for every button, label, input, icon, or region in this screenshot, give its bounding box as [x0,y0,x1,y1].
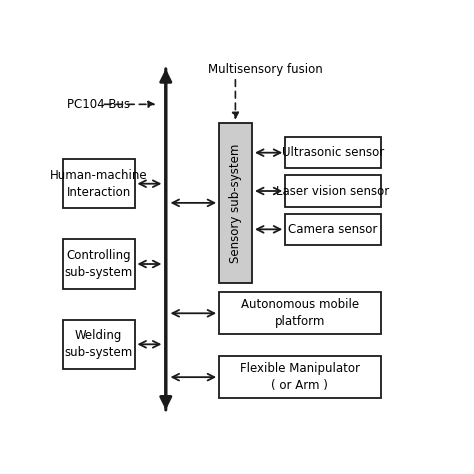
Bar [285,175,381,207]
Text: PC104 Bus: PC104 Bus [66,98,130,111]
Text: Sensory sub-system: Sensory sub-system [229,143,242,263]
Bar [63,239,135,289]
Text: Autonomous mobile
platform: Autonomous mobile platform [241,298,359,328]
Text: Camera sensor: Camera sensor [288,223,378,236]
Bar [285,214,381,245]
Bar [63,319,135,369]
Text: Laser vision sensor: Laser vision sensor [276,184,390,198]
Text: Controlling
sub-system: Controlling sub-system [64,249,133,279]
Text: Flexible Manipulator
( or Arm ): Flexible Manipulator ( or Arm ) [240,362,360,392]
Bar [219,292,381,334]
Text: Human-machine
Interaction: Human-machine Interaction [50,169,147,199]
Text: Welding
sub-system: Welding sub-system [64,329,133,359]
Bar [63,159,135,209]
Text: Ultrasonic sensor: Ultrasonic sensor [282,146,384,159]
Bar [285,137,381,168]
Bar [219,123,252,283]
Text: Multisensory fusion: Multisensory fusion [208,63,322,76]
Bar [219,356,381,398]
